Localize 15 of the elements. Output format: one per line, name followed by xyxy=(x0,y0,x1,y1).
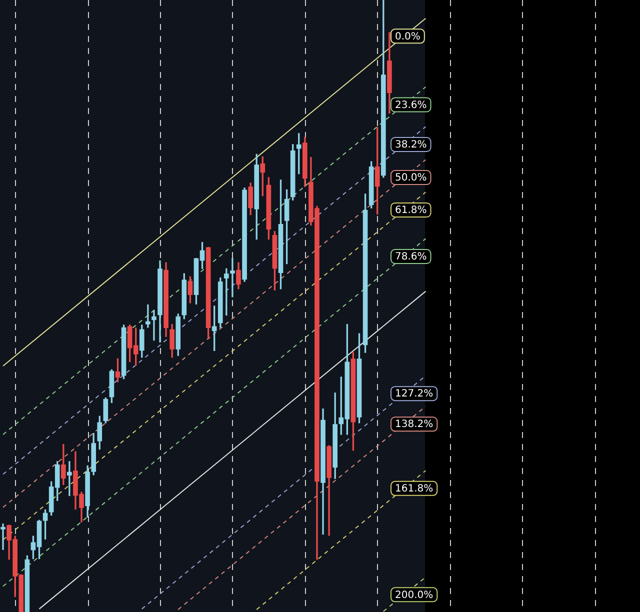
series-label: 23.6% xyxy=(395,100,427,111)
candlestick xyxy=(67,461,72,496)
series-label: 138.2% xyxy=(395,419,434,430)
series-label: 200.0% xyxy=(395,590,434,601)
series-label: 78.6% xyxy=(395,252,427,263)
series-label: 50.0% xyxy=(395,172,427,184)
series-label: 38.2% xyxy=(395,140,427,151)
candlestick xyxy=(146,304,150,328)
series-label: 127.2% xyxy=(395,388,434,400)
candlestick xyxy=(230,258,235,298)
series-label: 161.8% xyxy=(395,484,434,495)
candlestick xyxy=(152,310,156,341)
series-label: 0.0% xyxy=(395,31,420,42)
candlestick xyxy=(0,524,6,550)
series-label: 61.8% xyxy=(395,205,427,216)
